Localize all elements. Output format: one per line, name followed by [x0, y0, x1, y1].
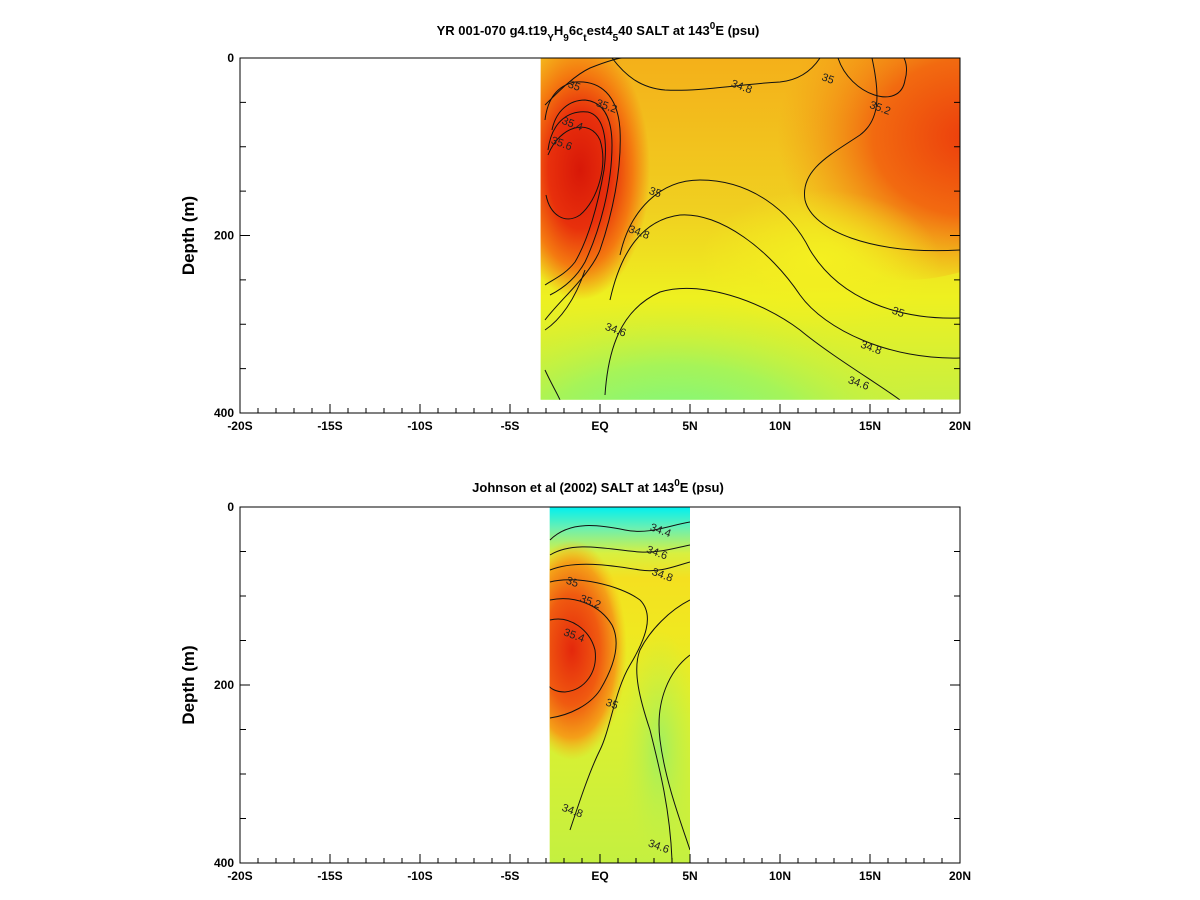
y-tick-label: 400 — [214, 406, 234, 420]
contour-label: 35 — [564, 575, 580, 590]
y-axis-label: Depth (m) — [179, 196, 198, 275]
contour-34.6-mid — [604, 288, 901, 400]
contour-label: 35 — [566, 79, 582, 94]
field-west-high — [549, 540, 627, 760]
contour-35.4-west — [544, 111, 606, 286]
contour-35-east — [837, 58, 908, 98]
contour-35.6-west — [545, 126, 604, 220]
observed-salinity-panel: Johnson et al (2002) SALT at 1430E (psu)… — [179, 478, 971, 883]
contour-34.4 — [549, 521, 690, 541]
field-yellow-tongue — [700, 190, 940, 330]
x-tick-label: 20N — [949, 869, 971, 883]
x-tick-label: -20S — [227, 869, 252, 883]
contour-35-west-upper — [544, 81, 621, 321]
contour-label: 35 — [604, 697, 620, 712]
contour-west-edge — [544, 269, 586, 400]
y-axis-label: Depth (m) — [179, 645, 198, 724]
contour-35.2-west — [549, 99, 613, 296]
x-axis-ticks: -20S -15S -10S -5S EQ 5N 10N 15N 20N — [227, 404, 971, 433]
y-axis-ticks: 0 200 400 — [214, 51, 960, 420]
x-tick-label: -5S — [501, 419, 520, 433]
x-tick-label: 10N — [769, 869, 791, 883]
contour-label: 35 — [890, 305, 906, 320]
contour-34.8-north — [611, 58, 821, 91]
y-tick-label: 0 — [227, 500, 234, 514]
contour-34.8-east — [636, 599, 690, 861]
contour-34.6-east — [658, 654, 690, 851]
field-west-high — [540, 58, 650, 300]
contour-label: 35 — [820, 71, 836, 86]
x-tick-label: -10S — [407, 419, 432, 433]
x-tick-label: 15N — [859, 419, 881, 433]
field-green-core — [620, 630, 690, 863]
x-tick-label: -15S — [317, 419, 342, 433]
y-tick-label: 0 — [227, 51, 234, 65]
y-tick-label: 200 — [214, 678, 234, 692]
contour-35 — [549, 579, 648, 831]
panel-title: YR 001-070 g4.t19YH96ctest4540 SALT at 1… — [437, 21, 760, 44]
contour-34.8-mid — [609, 214, 960, 359]
contour-label: 35 — [647, 185, 663, 200]
contour-35-west-top — [544, 58, 623, 106]
contour-34.8-top — [549, 561, 690, 572]
x-tick-label: 5N — [682, 419, 697, 433]
x-tick-label: -20S — [227, 419, 252, 433]
panel-title: Johnson et al (2002) SALT at 1430E (psu) — [472, 478, 724, 495]
x-tick-label: -5S — [501, 869, 520, 883]
x-tick-label: -15S — [317, 869, 342, 883]
contour-35.2-east — [803, 58, 960, 252]
y-axis-ticks: 0 200 400 — [214, 500, 960, 870]
x-tick-label: -10S — [407, 869, 432, 883]
x-axis-ticks: -20S -15S -10S -5S EQ 5N 10N 15N 20N — [227, 854, 971, 883]
salinity-field — [540, 58, 960, 400]
contour-35.2 — [549, 598, 617, 719]
model-salinity-panel: YR 001-070 g4.t19YH96ctest4540 SALT at 1… — [179, 21, 971, 433]
x-tick-label: EQ — [591, 869, 608, 883]
x-tick-label: 15N — [859, 869, 881, 883]
contour-35-mid — [619, 179, 960, 319]
y-tick-label: 200 — [214, 229, 234, 243]
contour-35.4 — [549, 618, 596, 693]
x-tick-label: EQ — [591, 419, 608, 433]
y-tick-label: 400 — [214, 856, 234, 870]
salinity-field — [549, 507, 690, 863]
contour-34.6 — [549, 544, 690, 556]
x-tick-label: 20N — [949, 419, 971, 433]
x-tick-label: 5N — [682, 869, 697, 883]
x-tick-label: 10N — [769, 419, 791, 433]
